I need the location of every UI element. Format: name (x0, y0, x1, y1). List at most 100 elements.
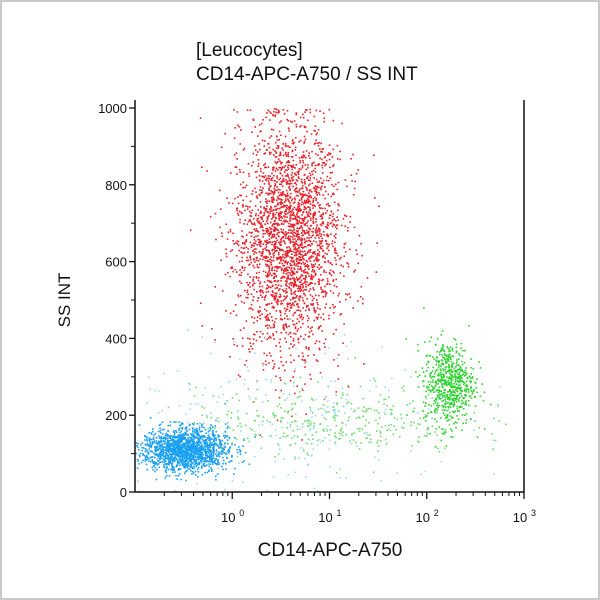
data-point (262, 119, 264, 121)
data-point (296, 295, 298, 297)
data-point (433, 376, 436, 378)
data-point (213, 439, 215, 441)
data-point (246, 256, 248, 259)
data-point (286, 254, 289, 256)
data-point (283, 307, 286, 310)
data-point (316, 260, 318, 262)
data-point (277, 247, 279, 249)
data-point (204, 451, 207, 454)
data-point (267, 109, 269, 112)
data-point (324, 164, 326, 167)
data-point (256, 257, 258, 259)
data-point (239, 329, 242, 331)
data-point (176, 460, 179, 462)
data-point (277, 112, 279, 114)
data-point (340, 313, 343, 315)
data-point (324, 252, 327, 255)
data-point (162, 446, 165, 448)
data-point (205, 448, 207, 451)
data-point (190, 438, 193, 441)
data-point (284, 212, 286, 215)
data-point (299, 286, 302, 288)
data-point (299, 256, 301, 258)
data-point (237, 240, 240, 243)
data-point (175, 442, 177, 444)
data-point (195, 453, 197, 455)
data-point (244, 186, 246, 189)
data-point (286, 285, 288, 287)
data-point (316, 307, 319, 309)
data-point (298, 170, 300, 172)
data-point (214, 286, 216, 288)
data-point (445, 380, 448, 383)
data-point (255, 235, 257, 238)
data-point (252, 278, 254, 281)
data-point (195, 452, 197, 454)
data-point (278, 262, 281, 264)
data-point (201, 423, 204, 426)
data-point (152, 462, 155, 465)
data-point (193, 451, 195, 453)
data-point (149, 442, 151, 445)
data-point (291, 209, 293, 212)
data-point (291, 168, 293, 171)
data-point (322, 162, 324, 164)
data-point (342, 265, 344, 268)
data-point (178, 445, 181, 448)
data-point (277, 229, 279, 231)
data-point (299, 268, 301, 270)
data-point (186, 434, 189, 436)
data-point (317, 303, 319, 306)
data-point (450, 381, 452, 384)
data-point (291, 421, 293, 423)
data-point (437, 389, 439, 392)
data-point (273, 321, 276, 323)
data-point (374, 197, 376, 199)
data-point (242, 445, 244, 447)
data-point (428, 386, 430, 388)
data-point (273, 166, 275, 169)
data-point (456, 395, 458, 398)
data-point (307, 319, 309, 322)
data-point (237, 294, 239, 296)
data-point (280, 389, 283, 392)
data-point (204, 441, 207, 444)
data-point (324, 190, 327, 193)
data-point (308, 215, 311, 218)
data-point (160, 456, 163, 459)
data-point (270, 177, 273, 180)
data-point (270, 263, 272, 266)
data-point (282, 185, 284, 188)
data-point (438, 397, 440, 400)
data-point (259, 336, 261, 338)
data-point (273, 187, 275, 190)
data-point (421, 367, 424, 369)
data-point (301, 256, 304, 258)
data-point (316, 224, 318, 226)
data-point (203, 460, 205, 463)
data-point (196, 448, 198, 451)
data-point (203, 435, 206, 437)
data-point (291, 149, 294, 152)
data-point (434, 408, 436, 411)
data-point (156, 453, 158, 455)
data-point (458, 400, 460, 403)
data-point (212, 433, 215, 436)
data-point (304, 433, 307, 436)
data-point (309, 157, 311, 160)
data-point (203, 462, 206, 465)
data-point (301, 187, 303, 189)
data-point (313, 289, 315, 291)
data-point (274, 114, 277, 116)
data-point (317, 164, 320, 166)
data-point (305, 276, 307, 279)
data-point (273, 223, 275, 225)
data-point (150, 432, 152, 434)
data-point (290, 223, 292, 226)
data-point (144, 460, 147, 462)
data-point (187, 462, 190, 465)
data-point (297, 337, 300, 340)
data-point (294, 215, 297, 218)
data-point (202, 457, 204, 460)
data-point (329, 273, 331, 275)
